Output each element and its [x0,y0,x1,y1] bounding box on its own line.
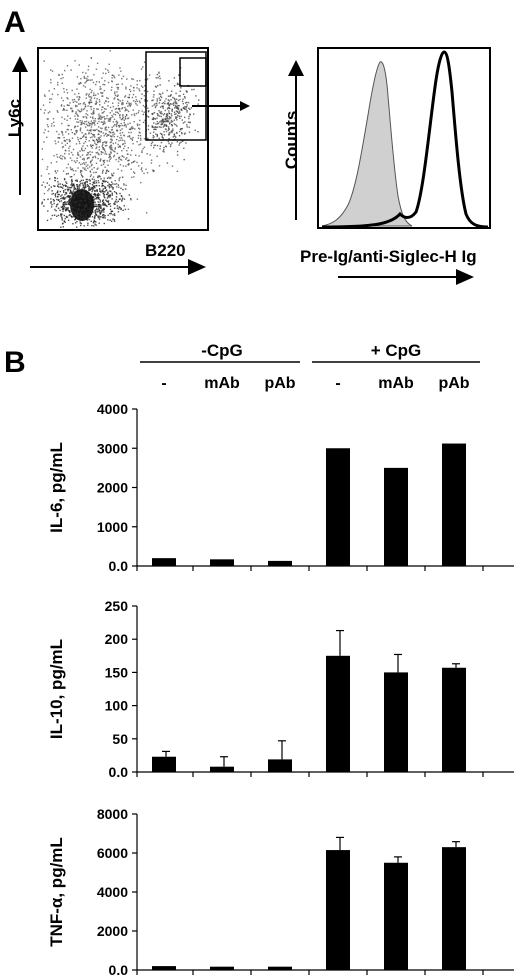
scatter-dense-core [70,189,94,221]
y-tick-label: 4000 [97,401,128,417]
y-axis-label: TNF-α, pg/mL [47,837,66,947]
bar-4 [326,448,350,566]
y-tick-label: 0.0 [109,962,129,978]
bar-6 [442,443,466,566]
y-tick-label: 0.0 [109,764,129,780]
bar-5 [384,467,408,566]
histogram-control-fill [321,61,413,227]
bar-charts: 0.0 1000 2000 3000 4000 IL-6, pg/mL 0.0 50 100 15… [47,401,514,978]
condition-label-2: mAb [204,375,240,392]
histogram-y-label: Counts [282,111,301,170]
gate-outer [145,51,207,141]
bar-chart-3: 0.0 2000 4000 6000 8000 TNF-α, pg/mL [47,806,514,978]
bar-3 [268,966,292,970]
y-tick-label: 250 [105,598,129,614]
bar-chart-1: 0.0 1000 2000 3000 4000 IL-6, pg/mL [47,401,514,574]
bar-chart-2: 0.0 50 100 150 200 250 IL-10, pg/mL [47,598,514,780]
scatter-x-arrowhead [188,259,206,275]
bar-1 [152,966,176,970]
panel-b-label: B [4,346,26,379]
histogram-stained-line [321,50,489,229]
scatter-dots [40,50,200,228]
bar-5 [384,862,408,970]
y-tick-label: 2000 [97,480,128,496]
y-tick-label: 50 [112,731,128,747]
condition-label-6: pAb [438,375,469,392]
bar-6 [442,847,466,970]
histogram-x-label: Pre-Ig/anti-Siglec-H Ig [300,247,477,266]
condition-label-1: - [161,375,166,392]
y-tick-label: 4000 [97,884,128,900]
group-label-plus-cpg: + CpG [371,341,422,360]
bar-3 [268,759,292,772]
histogram-plot: Counts Pre-Ig/anti-Siglec-H Ig [282,47,491,285]
bar-2 [210,559,234,566]
bar-6 [442,667,466,772]
y-tick-label: 6000 [97,845,128,861]
y-tick-label: 200 [105,631,129,647]
group-label-minus-cpg: -CpG [201,341,243,360]
panel-a-label: A [4,6,26,39]
y-tick-label: 1000 [97,519,128,535]
scatter-y-arrowhead [12,56,28,72]
scatter-x-label: B220 [145,241,186,260]
y-tick-label: 0.0 [109,558,129,574]
condition-label-4: - [335,375,340,392]
y-tick-label: 2000 [97,923,128,939]
y-axis-label: IL-10, pg/mL [47,639,66,739]
condition-label-3: pAb [264,375,295,392]
bar-2 [210,966,234,970]
y-tick-label: 150 [105,664,129,680]
condition-label-5: mAb [378,375,414,392]
bar-4 [326,850,350,970]
y-tick-label: 8000 [97,806,128,822]
scatter-plot: Ly6c B220 [5,47,250,275]
bar-1 [152,756,176,772]
group-header: -CpG + CpG - mAb pAb - mAb pAb [140,341,480,392]
bar-5 [384,672,408,772]
bar-4 [326,655,350,772]
y-tick-label: 3000 [97,440,128,456]
gate-inner [179,57,207,87]
bar-2 [210,766,234,772]
histogram-y-arrowhead [288,60,304,76]
bar-1 [152,558,176,566]
bar-3 [268,560,292,566]
y-tick-label: 100 [105,698,129,714]
y-axis-label: IL-6, pg/mL [47,442,66,533]
scatter-y-label: Ly6c [5,99,24,137]
histogram-x-arrowhead [456,269,474,285]
